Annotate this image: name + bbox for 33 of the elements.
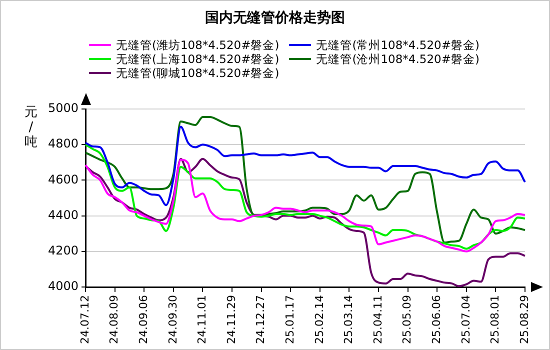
y-tick-label: 5000 (48, 101, 79, 116)
x-tick-label: 24.07.12 (78, 295, 92, 344)
x-tick-label: 25.03.14 (342, 295, 356, 344)
x-tick-label: 25.04.11 (371, 295, 384, 344)
legend-label: 无缝管(潍坊108*4.520#磐金) (116, 38, 280, 52)
x-tick-label: 25.06.06 (430, 295, 443, 344)
x-tick-label: 25.02.14 (312, 295, 326, 344)
x-tick-label: 24.11.29 (224, 295, 238, 344)
line-series (84, 116, 526, 244)
legend-label: 无缝管(常州108*4.520#磐金) (316, 38, 480, 52)
y-tick-label: 4800 (48, 136, 79, 151)
x-tick-label: 24.08.09 (108, 295, 121, 344)
line-series (84, 158, 526, 252)
x-tick-label: 25.08.01 (488, 295, 502, 344)
x-tick-label: 24.11.01 (196, 295, 209, 344)
legend-label: 无缝管(沧州108*4.520#磐金) (316, 52, 480, 66)
x-tick-label: 24.09.06 (136, 295, 150, 344)
line-series (84, 144, 526, 250)
legend-label: 无缝管(上海108*4.520#磐金) (116, 52, 280, 66)
line-series (84, 126, 526, 206)
y-tick-label: 4000 (48, 279, 79, 294)
x-tick-label: 24.12.27 (254, 295, 268, 344)
x-tick-label: 25.01.17 (283, 295, 296, 344)
x-tick-label: 25.05.09 (400, 295, 414, 344)
legend-label: 无缝管(聊城108*4.520#磐金) (116, 66, 280, 80)
y-tick-label: 4600 (48, 172, 79, 186)
y-axis-title: 元/吨 (24, 105, 38, 150)
x-tick-label: 25.08.29 (518, 295, 531, 344)
y-tick-label: 4400 (48, 208, 79, 222)
chart-title: 国内无缝管价格走势图 (204, 9, 346, 27)
y-tick-label: 4200 (48, 244, 79, 258)
x-tick-label: 24.09.30 (166, 295, 180, 344)
x-tick-label: 25.07.04 (459, 295, 472, 344)
